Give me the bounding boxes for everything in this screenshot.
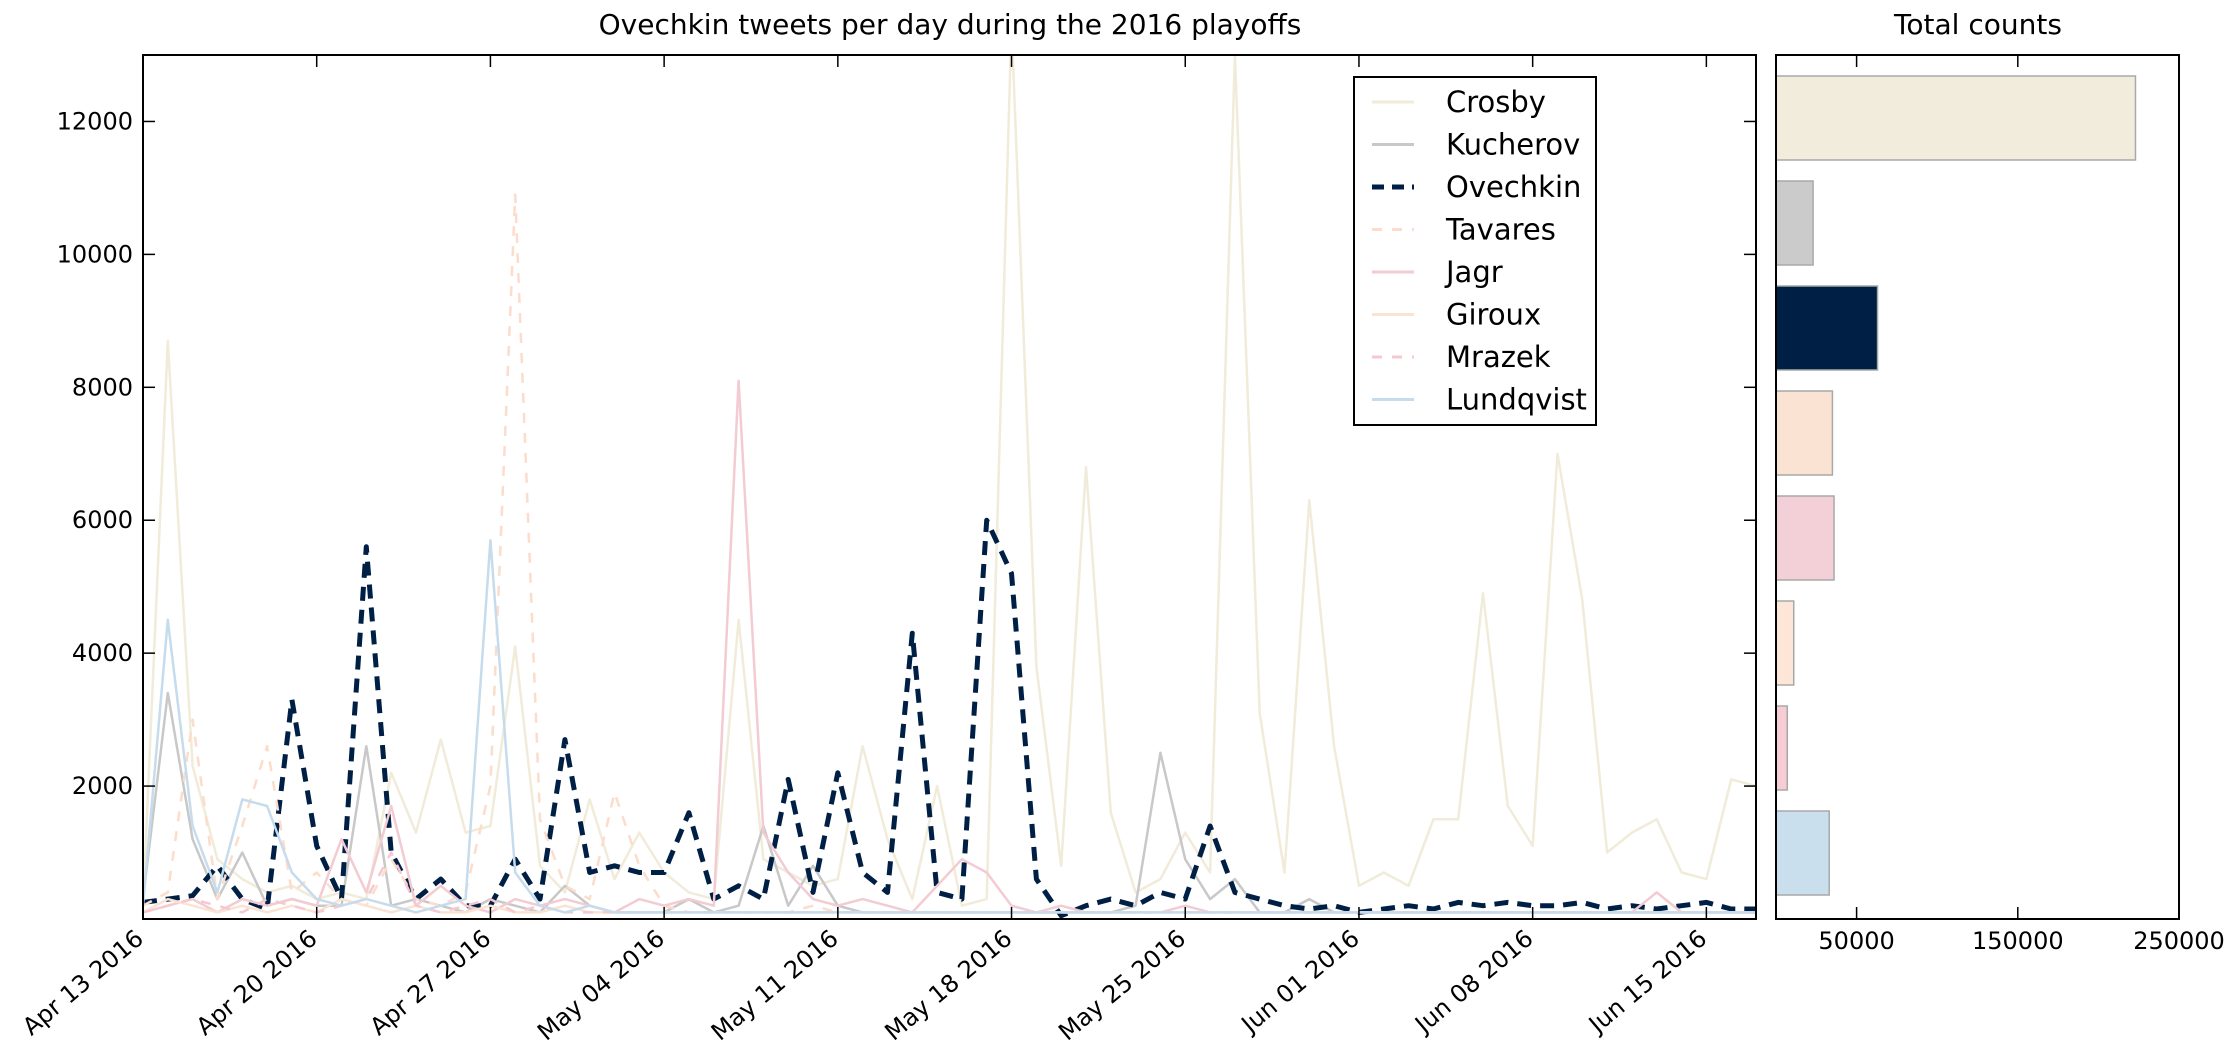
bar-chart-axes: 50000 150000 250000 [1775,54,2225,955]
bar-ovechkin [1775,285,1879,371]
bar-x-tick-label: 250000 [2133,927,2225,955]
bar-crosby [1775,75,2137,161]
x-tick-label: Apr 27 2016 [365,924,497,1041]
y-tick-label: 10000 [57,240,133,268]
bar-series-group [1775,75,2137,896]
bar-lundqvist [1775,810,1830,896]
line-chart-frame [142,54,1757,920]
x-tick-label: May 04 2016 [532,924,670,1046]
bar-x-tick-label: 50000 [1818,927,1894,955]
y-tick-label: 2000 [72,772,133,800]
legend-label-jagr: Jagr [1444,255,1503,289]
x-tick-label: Jun 15 2016 [1582,924,1712,1040]
legend-frame [1353,76,1597,426]
x-tick-label: May 11 2016 [706,924,844,1046]
legend-label-crosby: Crosby [1446,85,1546,119]
y-tick-label: 6000 [72,506,133,534]
bar-giroux [1775,600,1795,686]
legend-label-tavares: Tavares [1445,213,1556,247]
bar-mrazek [1775,705,1789,791]
legend-label-kucherov: Kucherov [1446,128,1580,162]
bar-chart-frame [1775,54,2180,920]
y-tick-label: 12000 [57,107,133,135]
x-tick-label: Apr 20 2016 [191,924,323,1041]
legend: Crosby Kucherov Ovechkin Tavares Jagr Giroux M… [1353,76,1597,426]
bar-jagr [1775,495,1835,581]
bar-chart-title: Total counts [1893,8,2062,41]
legend-label-mrazek: Mrazek [1446,340,1551,374]
series-line-jagr [143,379,1756,914]
series-line-crosby [143,55,1756,907]
legend-label-giroux: Giroux [1446,298,1541,332]
x-tick-label: Jun 08 2016 [1408,924,1538,1040]
x-tick-label: May 18 2016 [880,924,1018,1046]
y-tick-label: 4000 [72,639,133,667]
x-tick-label: May 25 2016 [1053,924,1191,1046]
line-series-group [143,55,1756,919]
bar-kucherov [1775,180,1814,266]
series-line-lundqvist [143,538,1756,914]
bar-tavares [1775,390,1834,476]
series-line-giroux [143,897,1756,914]
legend-label-ovechkin: Ovechkin [1446,170,1581,204]
legend-label-lundqvist: Lundqvist [1446,383,1587,417]
bar-x-tick-label: 150000 [1972,927,2064,955]
series-line-ovechkin [143,517,1756,919]
x-tick-label: Jun 01 2016 [1235,924,1365,1040]
x-tick-label: Apr 13 2016 [17,924,149,1041]
line-chart-title: Ovechkin tweets per day during the 2016 … [599,8,1302,41]
y-tick-label: 8000 [72,373,133,401]
